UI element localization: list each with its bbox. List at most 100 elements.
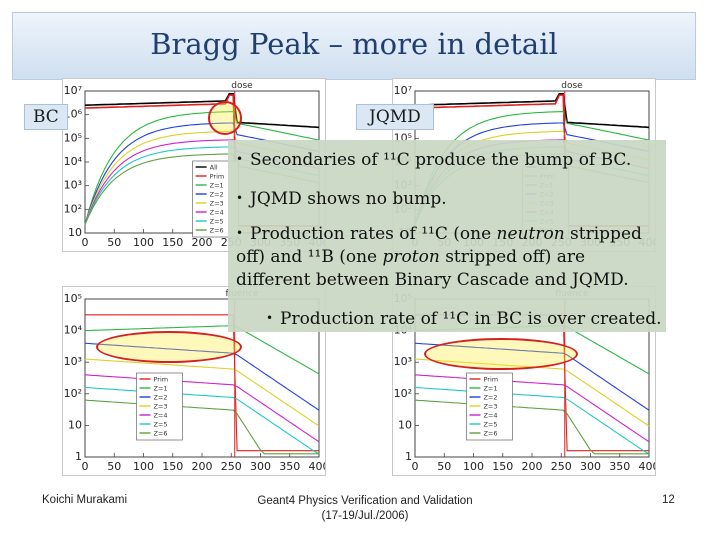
x-tick-label: 200 [192,460,213,473]
legend-label: Z=2 [210,191,224,199]
x-tick-label: 250 [551,460,572,473]
legend-label: Z=3 [210,200,224,208]
bullet-dot: • [236,191,244,205]
legend-label: Z=4 [483,412,497,420]
callout-box: • Secondaries of ¹¹C produce the bump of … [228,140,666,332]
bullet-3: • Production rates of ¹¹C (one neutron st… [236,222,654,292]
y-tick-label: 10⁶ [64,108,83,121]
bullet-1-text: Secondaries of ¹¹C produce the bump of B… [250,150,632,170]
bullet-dot: • [236,226,244,240]
y-tick-label: 10 [398,418,412,431]
legend-label: Prim [483,376,498,384]
x-tick-label: 0 [412,460,419,473]
legend-label: Z=6 [153,430,167,438]
footer-page-number: 12 [662,494,675,506]
footer-center-line1: Geant4 Physics Verification and Validati… [257,495,473,507]
x-tick-label: 350 [609,460,630,473]
fluence-series-curve [414,374,650,443]
bullet-2-text: JQMD shows no bump. [250,189,447,209]
bullet-dot: • [266,311,274,325]
x-tick-label: 0 [82,236,89,249]
x-tick-label: 150 [162,460,183,473]
x-tick-label: 100 [463,460,484,473]
bullet-3-text-a: Production rates of ¹¹C (one [250,224,497,244]
y-tick-label: 1 [405,450,412,463]
y-tick-label: 10⁷ [394,84,412,97]
x-tick-label: 400 [309,460,326,473]
legend-label: Z=4 [210,209,224,217]
bullet-3-proton: proton [382,247,440,267]
label-bc: BC [24,104,68,130]
y-tick-label: 10 [68,226,82,239]
bullet-3-text-c: stripped off) are different between Bina… [236,247,629,290]
footer-author: Koichi Murakami [42,494,127,506]
bullet-3-neutron: neutron [496,224,565,244]
plot-title: dose [561,81,583,91]
fluence-series-curve [84,325,320,375]
bullet-2: • JQMD shows no bump. [236,187,447,211]
label-jqmd: JQMD [356,104,434,130]
highlight-ellipse-fluence-bc [96,331,242,363]
legend-label: Z=3 [483,403,497,411]
legend-label: Z=5 [153,421,167,429]
fluence-series-curve [84,386,320,455]
x-tick-label: 300 [250,460,271,473]
x-tick-label: 150 [162,236,183,249]
legend-label: Z=1 [483,385,497,393]
x-tick-label: 100 [133,460,154,473]
footer-center-line2: (17-19/Jul./2006) [321,510,409,522]
legend-label: All [210,164,218,172]
fluence-series-curve [414,386,650,455]
sub-bullet: • Production rate of ¹¹C in BC is over cr… [266,307,662,331]
y-tick-label: 1 [75,450,82,463]
bullet-dot: • [236,152,244,166]
x-tick-label: 50 [107,460,121,473]
dose-series-curve [84,93,320,129]
legend-label: Z=2 [483,394,497,402]
legend-label: Z=4 [153,412,167,420]
x-tick-label: 50 [437,460,451,473]
y-tick-label: 10² [64,202,82,215]
y-tick-label: 10³ [64,355,82,368]
x-tick-label: 50 [107,236,121,249]
x-tick-label: 100 [133,236,154,249]
bullet-1: • Secondaries of ¹¹C produce the bump of … [236,148,631,172]
footer-center: Geant4 Physics Verification and Validati… [220,494,510,524]
legend-label: Z=6 [483,430,497,438]
legend-label: Z=2 [153,394,167,402]
fluence-series-curve [84,358,320,427]
y-tick-label: 10⁷ [64,84,82,97]
y-tick-label: 10⁴ [64,155,83,168]
legend-label: Z=1 [210,182,224,190]
highlight-ellipse-fluence-jqmd [424,338,578,370]
legend-label: Z=5 [483,421,497,429]
slide-title: Bragg Peak – more in detail [150,27,558,61]
x-tick-label: 250 [221,460,242,473]
x-tick-label: 350 [279,460,300,473]
x-tick-label: 200 [522,460,543,473]
dose-series-curve [84,111,320,225]
legend-label: Z=1 [153,385,167,393]
x-tick-label: 200 [192,236,213,249]
fluence-series-curve [84,374,320,443]
sub-bullet-text: Production rate of ¹¹C in BC is over cre… [280,309,662,329]
y-tick-label: 10³ [64,179,82,192]
fluence-series-curve [84,399,319,455]
fluence-series-curve [85,314,319,452]
legend-label: Prim [210,173,225,181]
bullet-3-text-b: stripped off) and ¹¹B (one [236,224,642,267]
x-tick-label: 150 [492,460,513,473]
legend-label: Z=3 [153,403,167,411]
y-tick-label: 10 [68,418,82,431]
x-tick-label: 0 [82,460,89,473]
legend-label: Prim [153,376,168,384]
plot-title: dose [231,81,253,91]
dose-series-curve [414,93,650,129]
y-tick-label: 10⁵ [64,131,82,144]
y-tick-label: 10⁴ [64,324,83,337]
fluence-series-curve [414,399,649,455]
y-tick-label: 10² [394,387,412,400]
highlight-ellipse-dose-peak [208,101,242,135]
y-tick-label: 10³ [394,355,412,368]
y-tick-label: 10² [64,387,82,400]
